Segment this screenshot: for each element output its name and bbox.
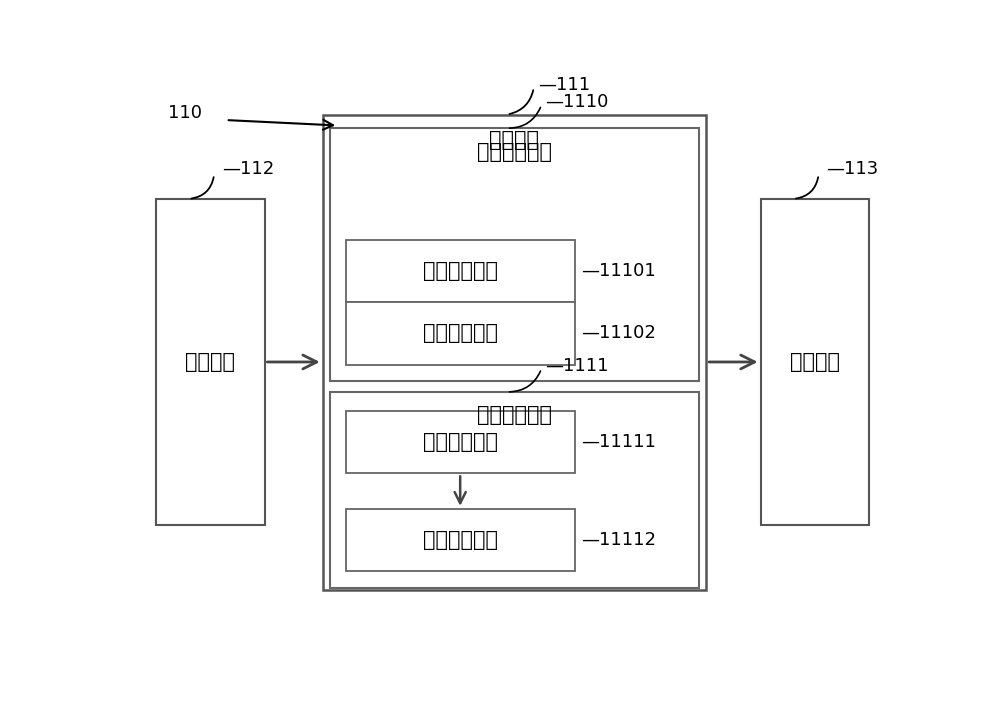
FancyBboxPatch shape: [156, 199, 264, 525]
FancyBboxPatch shape: [346, 411, 574, 474]
Text: 吸附机构: 吸附机构: [790, 352, 840, 372]
FancyBboxPatch shape: [761, 199, 869, 525]
Text: 第一处理模块: 第一处理模块: [477, 142, 552, 162]
Text: —11111: —11111: [581, 433, 656, 451]
Text: —1110: —1110: [545, 93, 609, 111]
FancyBboxPatch shape: [323, 114, 706, 590]
Text: 110: 110: [168, 104, 202, 121]
FancyBboxPatch shape: [346, 239, 574, 302]
FancyBboxPatch shape: [330, 392, 698, 587]
FancyBboxPatch shape: [330, 128, 698, 381]
Text: 检测机构: 检测机构: [185, 352, 235, 372]
FancyBboxPatch shape: [346, 509, 574, 571]
FancyBboxPatch shape: [346, 302, 574, 365]
Text: 控制机构: 控制机构: [489, 130, 539, 150]
Text: 第二处理模块: 第二处理模块: [477, 405, 552, 426]
Text: —111: —111: [538, 76, 590, 94]
Text: —1111: —1111: [545, 357, 609, 375]
Text: —11101: —11101: [581, 262, 655, 280]
Text: 第一比较单元: 第一比较单元: [423, 261, 498, 281]
Text: 第一控制单元: 第一控制单元: [423, 323, 498, 343]
Text: 第二控制单元: 第二控制单元: [423, 530, 498, 550]
Text: —11102: —11102: [581, 325, 656, 342]
Text: —113: —113: [826, 160, 879, 178]
Text: —11112: —11112: [581, 531, 656, 549]
Text: 第二比较单元: 第二比较单元: [423, 432, 498, 452]
Text: —112: —112: [222, 160, 274, 178]
